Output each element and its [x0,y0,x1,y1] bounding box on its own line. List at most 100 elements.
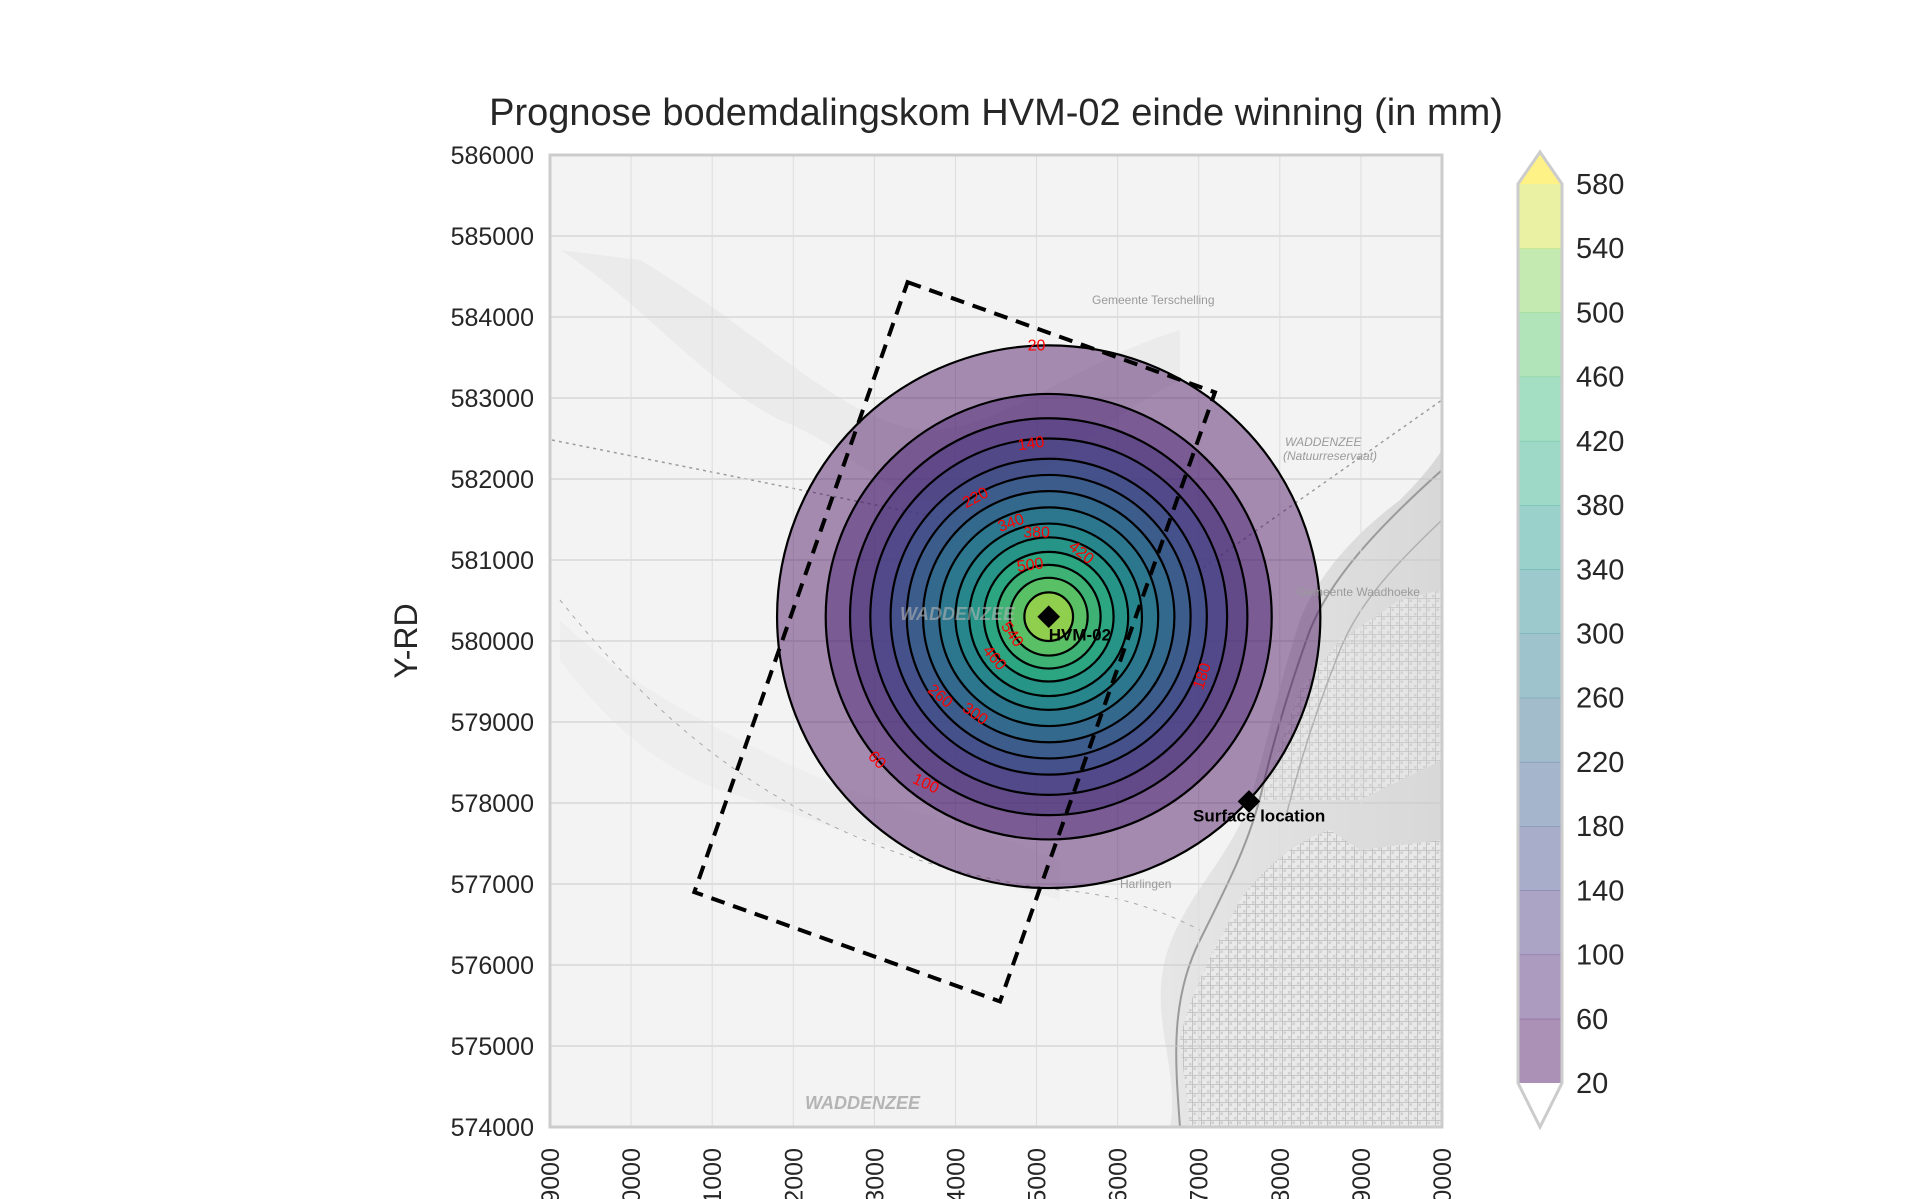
colorbar-tick-label: 20 [1576,1068,1608,1100]
contour-line-260 [921,490,1176,744]
colorbar-segment [1518,890,1562,956]
x-tick-label: 151000 [699,1148,727,1199]
x-tick-label: 149000 [537,1148,565,1199]
contour-label: 380 [1023,525,1050,542]
contour-line-60 [824,392,1273,841]
tidal-flat-2 [560,620,1060,900]
contour-line-420 [982,550,1115,683]
x-tick-label: 154000 [942,1148,970,1199]
colorbar-segment [1518,954,1562,1020]
y-tick-label: 575000 [451,1033,534,1061]
basemap-label-waddenzee-south: WADDENZEE [805,1093,921,1113]
colorbar-tick-label: 460 [1576,362,1624,394]
colorbar-segment [1518,697,1562,763]
basemap-label-waadhoeke: Gemeente Waadhoeke [1297,585,1420,599]
colorbar-tick-label: 220 [1576,747,1624,779]
colorbar-segment [1518,826,1562,891]
y-tick-label: 580000 [451,628,534,656]
colorbar-extend-max [1518,152,1562,184]
channel-route [559,599,1201,931]
x-tick-label: 158000 [1267,1148,1295,1199]
chart-title: Prognose bodemdalingskom HVM-02 einde wi… [489,92,1503,134]
y-tick-label: 586000 [451,142,534,170]
x-tick-label: 155000 [1024,1148,1052,1199]
colorbar-segment [1518,633,1562,699]
contour-line-100 [848,417,1249,817]
basemap-label-waddenzee-center: WADDENZEE [900,604,1016,624]
contour-line-140 [869,437,1229,796]
colorbar-tick-label: 540 [1576,233,1624,265]
colorbar-tick-label: 100 [1576,940,1624,972]
contour-line-20 [775,344,1322,890]
well-label: Surface location [1193,806,1325,825]
basemap-label-natuurreservaat: (Natuurreservaat) [1283,449,1377,463]
colorbar-segment [1518,376,1562,442]
y-tick-label: 582000 [451,466,534,494]
colorbar-tick-label: 180 [1576,811,1624,843]
colorbar-segment [1518,505,1562,570]
colorbar-segment [1518,312,1562,378]
x-tick-label: 157000 [1186,1148,1214,1199]
colorbar-tick-label: 60 [1576,1004,1608,1036]
colorbar-tick-label: 140 [1576,875,1624,907]
y-axis-label: Y-RD [388,603,424,678]
contour-line-340 [954,522,1144,711]
y-tick-label: 576000 [451,952,534,980]
plot-area: 2014022034038042050054046018026030060100… [550,155,1442,1127]
contour-label-text: 140 [1017,434,1046,455]
y-tick-label: 581000 [451,547,534,575]
contour-label-text: 380 [1023,525,1050,542]
contour-line-180 [889,457,1208,776]
x-tick-label: 150000 [618,1148,646,1199]
contour-label: 500 [1016,555,1045,576]
colorbar-tick-label: 300 [1576,619,1624,651]
x-tick-label: 160000 [1429,1148,1457,1199]
y-tick-label: 579000 [451,709,534,737]
x-tick-label: 156000 [1105,1148,1133,1199]
harlingen-town [1180,830,1442,1127]
y-tick-label: 577000 [451,871,534,899]
contour-line-540 [1023,591,1075,643]
colorbar-tick-label: 260 [1576,683,1624,715]
colorbar-tick-label: 580 [1576,169,1624,201]
contour-lines [775,344,1322,890]
contour-label: 20 [1028,338,1046,355]
basemap-label-waddenzee-ne: WADDENZEE [1285,435,1362,449]
x-tick-label: 159000 [1348,1148,1376,1199]
y-tick-label: 584000 [451,304,534,332]
dike-line-2 [1284,519,1442,821]
colorbar-extend-min [1518,1083,1562,1127]
contour-label-text: 20 [1028,338,1046,355]
colorbar-segment [1518,761,1562,827]
y-tick-label: 583000 [451,385,534,413]
y-tick-label: 574000 [451,1114,534,1142]
contour-line-380 [968,536,1130,698]
contour-label: 140 [1017,434,1046,455]
well-marker [1037,605,1061,629]
contour-line-460 [995,563,1102,670]
colorbar: 580 540 500 460 420 380 340 300 260 220 180 140 100 6… [1516,149,1624,1131]
plot-frame [548,153,1444,1129]
basemap-label-terschelling: Gemeente Terschelling [1092,293,1215,307]
colorbar-tick-label: 420 [1576,426,1624,458]
dike-line [1175,469,1442,1127]
colorbar-segment [1518,1018,1562,1084]
well-marker [1237,790,1261,813]
colorbar-segment [1518,248,1562,313]
colorbar-segment [1518,184,1562,249]
basemap-label-harlingen: Harlingen [1120,877,1171,891]
license-area-boundary [691,279,1218,1005]
colorbar-segment [1518,440,1562,506]
x-axis-ticks: 149000 150000 151000 152000 153000 154000 1550… [537,1148,1457,1199]
well-label: HVM-02 [1049,626,1111,645]
x-tick-label: 152000 [780,1148,808,1199]
colorbar-tick-label: 500 [1576,297,1624,329]
contour-line-220 [905,473,1192,760]
contour-line-300 [938,506,1160,728]
wells: HVM-02 Surface location [1037,605,1325,825]
contour-line-500 [1008,576,1089,657]
colorbar-tick-label: 380 [1576,490,1624,522]
y-tick-label: 578000 [451,790,534,818]
contour-label-text: 500 [1016,555,1045,576]
